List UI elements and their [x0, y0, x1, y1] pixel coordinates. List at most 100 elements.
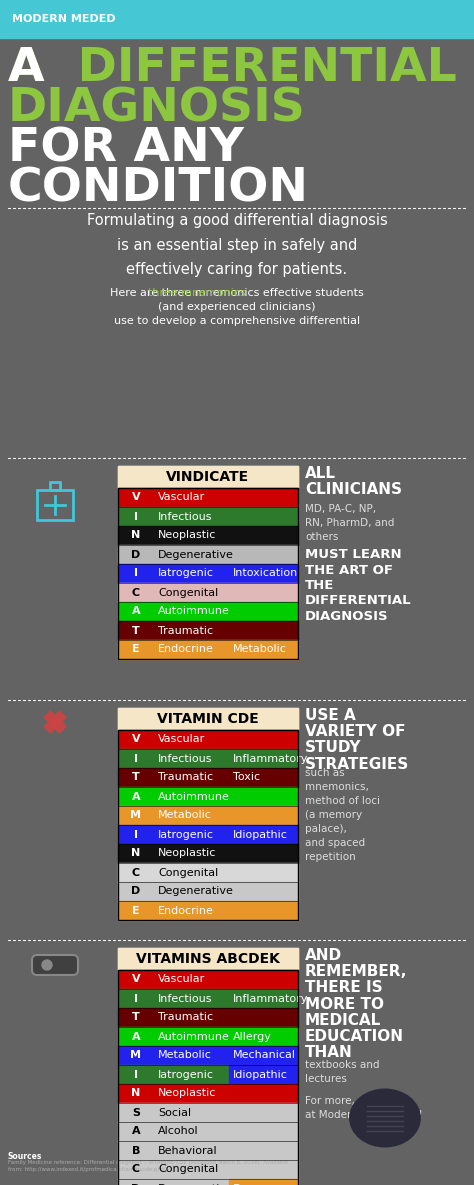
Bar — [118, 602, 154, 621]
Bar — [229, 768, 298, 787]
Text: A: A — [132, 607, 140, 616]
Text: V: V — [132, 974, 140, 985]
Bar — [154, 602, 298, 621]
Text: Infectious: Infectious — [158, 993, 212, 1004]
Text: I: I — [134, 993, 138, 1004]
Text: FOR ANY: FOR ANY — [8, 126, 244, 171]
Text: C: C — [132, 588, 140, 597]
Text: Infectious: Infectious — [158, 512, 212, 521]
Text: ALL
CLINICIANS: ALL CLINICIANS — [305, 466, 402, 498]
Bar — [118, 507, 154, 526]
Text: I: I — [134, 754, 138, 763]
Bar — [118, 1084, 154, 1103]
Bar — [154, 844, 298, 863]
Bar — [154, 901, 298, 920]
Text: N: N — [131, 1089, 141, 1098]
Bar — [118, 1103, 154, 1122]
Text: T: T — [132, 773, 140, 782]
Text: A: A — [8, 46, 45, 91]
Bar — [229, 1179, 298, 1185]
Text: Traumatic: Traumatic — [158, 773, 213, 782]
Bar — [154, 545, 298, 564]
Bar — [154, 863, 298, 882]
Text: AND
REMEMBER,
THERE IS
MORE TO
MEDICAL
EDUCATION
THAN: AND REMEMBER, THERE IS MORE TO MEDICAL E… — [305, 948, 407, 1061]
Bar — [154, 507, 298, 526]
Text: Autoimmune: Autoimmune — [158, 1031, 230, 1042]
Text: E: E — [132, 905, 140, 916]
Text: Inflammatory: Inflammatory — [233, 754, 308, 763]
Text: Drug: Drug — [233, 1184, 260, 1185]
Text: I: I — [134, 512, 138, 521]
Bar — [154, 640, 229, 659]
Text: Infectious: Infectious — [158, 754, 212, 763]
Bar — [154, 806, 298, 825]
Bar — [118, 948, 298, 971]
Bar — [118, 564, 154, 583]
Text: such as
mnemonics,
method of loci
(a memory
palace),
and spaced
repetition: such as mnemonics, method of loci (a mem… — [305, 768, 380, 861]
Bar — [118, 640, 154, 659]
Text: Vascular: Vascular — [158, 735, 205, 744]
Bar — [154, 564, 229, 583]
Circle shape — [42, 960, 52, 971]
Bar — [154, 971, 298, 989]
Text: C: C — [132, 867, 140, 878]
Text: A: A — [132, 1031, 140, 1042]
Bar — [118, 844, 154, 863]
Bar — [154, 1141, 298, 1160]
Text: Degenerative: Degenerative — [158, 1184, 234, 1185]
Text: Vascular: Vascular — [158, 974, 205, 985]
Bar — [118, 583, 154, 602]
Bar — [118, 707, 298, 730]
Bar — [154, 1046, 229, 1065]
Bar — [154, 1103, 298, 1122]
Text: Inflammatory: Inflammatory — [233, 993, 308, 1004]
Text: Toxic: Toxic — [233, 773, 260, 782]
Bar — [229, 989, 298, 1008]
Text: textbooks and
lectures: textbooks and lectures — [305, 1061, 380, 1084]
Bar — [118, 768, 154, 787]
Text: VITAMINS ABCDEK: VITAMINS ABCDEK — [136, 952, 280, 966]
Bar — [118, 1160, 154, 1179]
Text: B: B — [132, 1146, 140, 1155]
Bar — [118, 1027, 154, 1046]
Text: Neoplastic: Neoplastic — [158, 531, 216, 540]
Text: VINDICATE: VINDICATE — [166, 470, 250, 483]
Bar — [118, 466, 298, 488]
Bar — [229, 825, 298, 844]
Bar — [118, 882, 154, 901]
Bar — [154, 768, 229, 787]
Polygon shape — [44, 711, 66, 734]
Text: VITAMIN CDE: VITAMIN CDE — [157, 712, 259, 726]
Text: Alcohol: Alcohol — [158, 1127, 199, 1136]
Bar — [154, 526, 298, 545]
Text: Traumatic: Traumatic — [158, 1012, 213, 1023]
Text: Behavioral: Behavioral — [158, 1146, 218, 1155]
Text: Idiopathic: Idiopathic — [233, 830, 288, 839]
Text: Neoplastic: Neoplastic — [158, 1089, 216, 1098]
Text: Metabolic: Metabolic — [233, 645, 287, 654]
Text: Family Medicine reference: Differential diagnosis – VITAMINs CDE (Accessed March: Family Medicine reference: Differential … — [8, 1160, 288, 1172]
Text: S: S — [132, 1108, 140, 1117]
Bar — [118, 488, 298, 659]
Bar — [118, 989, 154, 1008]
Text: C: C — [132, 1165, 140, 1174]
Text: I: I — [134, 1070, 138, 1080]
Bar — [118, 707, 298, 920]
Bar — [154, 1084, 298, 1103]
Ellipse shape — [350, 1089, 420, 1147]
Bar — [118, 730, 298, 920]
Bar — [118, 1065, 154, 1084]
Bar — [118, 825, 154, 844]
Bar — [118, 901, 154, 920]
Bar — [118, 863, 154, 882]
Text: Vascular: Vascular — [158, 493, 205, 502]
Bar — [154, 1065, 229, 1084]
Bar — [229, 749, 298, 768]
Bar — [118, 1179, 154, 1185]
Text: Here are three mnemonics effective students
(and experienced clinicians)
use to : Here are three mnemonics effective stude… — [110, 288, 364, 326]
Bar — [154, 787, 298, 806]
Bar — [154, 882, 298, 901]
Text: D: D — [131, 1184, 141, 1185]
Polygon shape — [44, 711, 66, 734]
FancyBboxPatch shape — [32, 955, 78, 975]
